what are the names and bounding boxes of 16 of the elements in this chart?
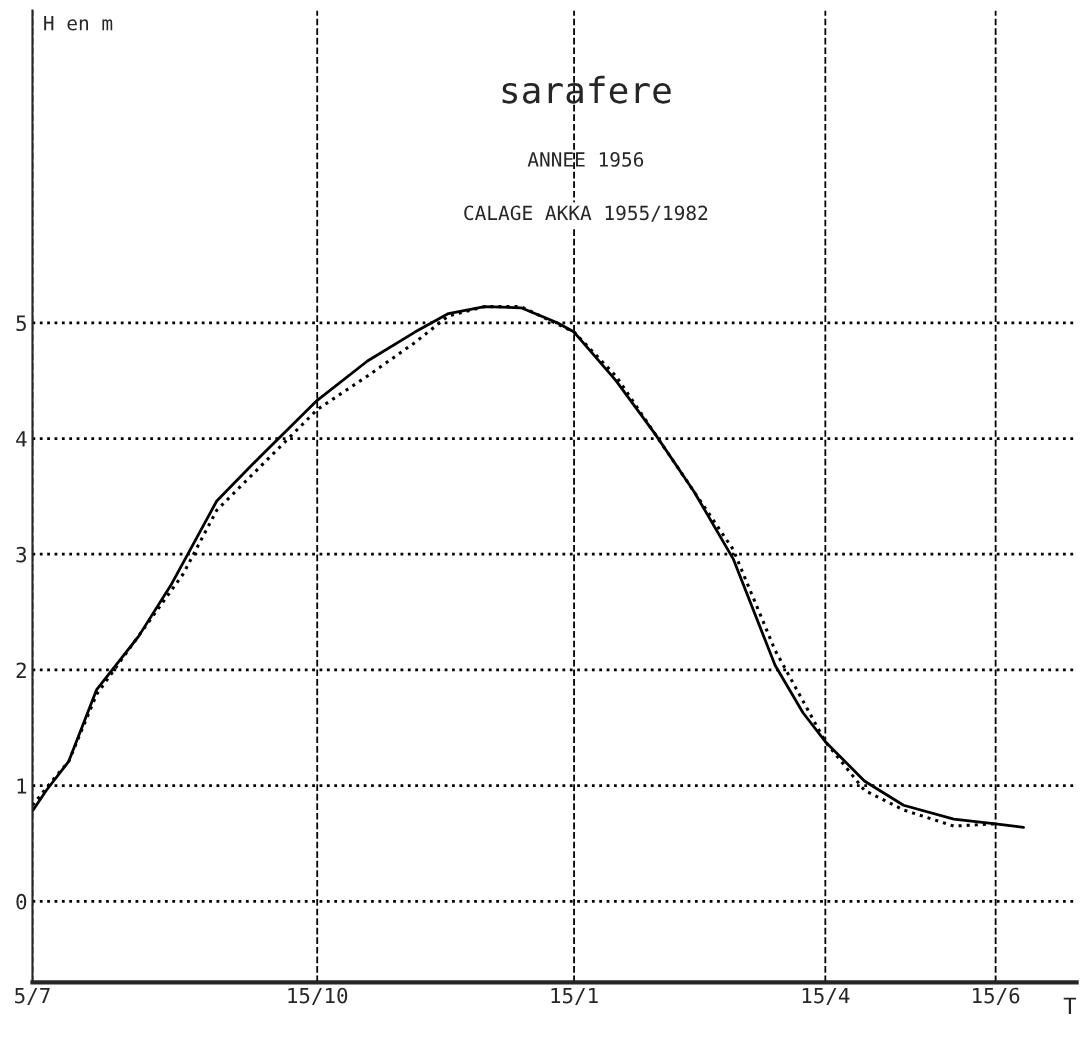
y-tick-label: 3 — [16, 546, 27, 563]
annotation: CALAGE AKKA 1955/1982 — [464, 205, 708, 222]
text: ANNEE 1956 — [527, 152, 644, 167]
y-tick-label: 1 — [17, 778, 27, 794]
y-tick-label: 0 — [16, 893, 27, 910]
x-tick-label: 15/6 — [973, 987, 1020, 1006]
x-axis-title: T — [1063, 997, 1077, 1014]
y-tick-label: 2 — [16, 662, 26, 678]
text: sarafere — [502, 75, 671, 104]
y-tick-label: 4 — [16, 431, 27, 447]
x-tick-label: 15/10 — [288, 987, 348, 1006]
x-tick-label: 15/1 — [551, 987, 598, 1006]
y-tick-label: 5 — [16, 315, 26, 332]
y-axis-title: H en m — [44, 16, 113, 31]
x-tick-label: 15/4 — [802, 987, 850, 1006]
x-tick-label: 5/7 — [15, 987, 50, 1006]
